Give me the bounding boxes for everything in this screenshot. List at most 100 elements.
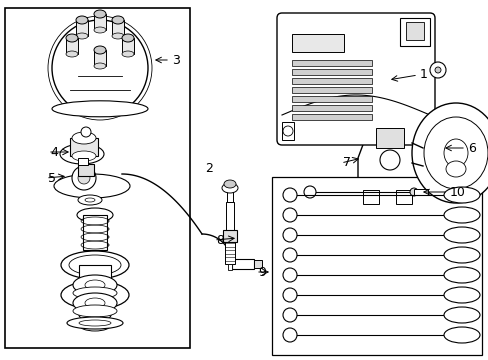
- Ellipse shape: [112, 33, 124, 39]
- Bar: [76, 20, 88, 36]
- Bar: [405, 22, 423, 40]
- Ellipse shape: [443, 139, 467, 167]
- Ellipse shape: [66, 51, 78, 57]
- Text: 3: 3: [172, 54, 180, 67]
- Circle shape: [283, 248, 296, 262]
- Ellipse shape: [443, 207, 479, 223]
- Ellipse shape: [67, 317, 123, 329]
- Ellipse shape: [79, 289, 111, 301]
- Ellipse shape: [79, 320, 111, 326]
- Ellipse shape: [69, 255, 121, 275]
- Ellipse shape: [73, 287, 117, 299]
- Ellipse shape: [443, 247, 479, 263]
- Ellipse shape: [411, 103, 488, 203]
- Ellipse shape: [122, 34, 134, 42]
- Ellipse shape: [77, 208, 113, 222]
- Circle shape: [283, 288, 296, 302]
- Ellipse shape: [73, 275, 117, 295]
- Ellipse shape: [94, 10, 106, 18]
- Bar: [413, 189, 427, 195]
- Ellipse shape: [423, 117, 487, 189]
- Text: 7: 7: [342, 157, 350, 170]
- Bar: [90, 315, 100, 325]
- Bar: [231, 259, 253, 269]
- Ellipse shape: [94, 63, 106, 69]
- Text: 10: 10: [449, 185, 465, 198]
- Ellipse shape: [112, 16, 124, 24]
- Ellipse shape: [79, 319, 111, 331]
- Ellipse shape: [78, 195, 102, 205]
- Ellipse shape: [72, 132, 96, 144]
- Circle shape: [72, 166, 96, 190]
- Bar: [90, 295, 100, 315]
- Ellipse shape: [54, 174, 130, 198]
- Circle shape: [283, 126, 292, 136]
- Bar: [395, 190, 411, 204]
- Ellipse shape: [73, 305, 117, 317]
- Bar: [375, 128, 403, 148]
- Bar: [271, 177, 481, 355]
- Ellipse shape: [85, 298, 105, 308]
- Ellipse shape: [443, 287, 479, 303]
- Circle shape: [379, 150, 399, 170]
- Bar: [70, 138, 98, 156]
- FancyBboxPatch shape: [276, 13, 434, 145]
- Bar: [122, 38, 134, 54]
- Ellipse shape: [94, 27, 106, 33]
- Ellipse shape: [94, 46, 106, 54]
- Bar: [112, 20, 124, 36]
- Circle shape: [78, 172, 90, 184]
- Text: 2: 2: [204, 162, 212, 175]
- Ellipse shape: [443, 227, 479, 243]
- Bar: [253, 260, 262, 268]
- Circle shape: [409, 188, 417, 196]
- Bar: [291, 96, 371, 102]
- Bar: [362, 190, 378, 204]
- Ellipse shape: [73, 293, 117, 313]
- Bar: [225, 202, 234, 230]
- Ellipse shape: [443, 307, 479, 323]
- Ellipse shape: [76, 16, 88, 24]
- Circle shape: [304, 186, 315, 198]
- Circle shape: [434, 67, 440, 73]
- Ellipse shape: [443, 267, 479, 283]
- Bar: [87, 250, 103, 258]
- Bar: [94, 50, 106, 66]
- Circle shape: [429, 62, 445, 78]
- Ellipse shape: [60, 144, 104, 164]
- Circle shape: [283, 228, 296, 242]
- Bar: [291, 69, 371, 75]
- Bar: [291, 34, 343, 52]
- Bar: [399, 18, 429, 46]
- Text: 5: 5: [48, 171, 56, 184]
- Circle shape: [283, 308, 296, 322]
- Bar: [226, 188, 232, 202]
- Bar: [282, 122, 293, 140]
- Text: 1: 1: [419, 68, 427, 81]
- Ellipse shape: [224, 180, 236, 188]
- Bar: [224, 242, 235, 264]
- Ellipse shape: [443, 187, 479, 203]
- Circle shape: [283, 208, 296, 222]
- Circle shape: [81, 127, 91, 137]
- Bar: [83, 215, 107, 250]
- Text: 6: 6: [467, 141, 475, 154]
- Bar: [291, 87, 371, 93]
- Circle shape: [283, 328, 296, 342]
- Bar: [78, 164, 94, 176]
- Bar: [227, 264, 231, 270]
- Ellipse shape: [52, 101, 148, 117]
- Ellipse shape: [85, 280, 105, 290]
- Circle shape: [48, 16, 152, 120]
- Bar: [291, 60, 371, 66]
- Ellipse shape: [76, 33, 88, 39]
- Ellipse shape: [85, 198, 95, 202]
- Bar: [223, 230, 237, 242]
- Circle shape: [283, 268, 296, 282]
- Ellipse shape: [122, 51, 134, 57]
- Ellipse shape: [222, 183, 238, 193]
- Ellipse shape: [61, 281, 129, 309]
- Ellipse shape: [66, 34, 78, 42]
- Text: 8: 8: [216, 234, 224, 247]
- Text: 9: 9: [258, 266, 265, 279]
